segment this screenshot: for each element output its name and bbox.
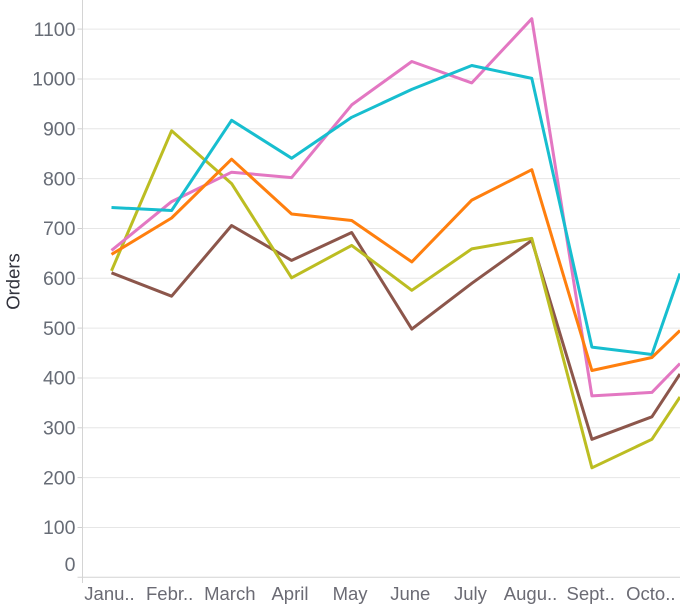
svg-text:900: 900 (43, 119, 76, 141)
svg-text:April: April (271, 583, 308, 604)
svg-text:800: 800 (43, 168, 76, 190)
svg-text:Sept..: Sept.. (567, 583, 615, 604)
svg-text:1100: 1100 (34, 19, 76, 41)
svg-text:Febr..: Febr.. (146, 583, 193, 604)
svg-text:400: 400 (43, 368, 76, 390)
svg-text:200: 200 (43, 467, 76, 489)
svg-text:July: July (454, 583, 488, 604)
svg-text:700: 700 (43, 218, 76, 240)
svg-text:1000: 1000 (32, 69, 76, 91)
svg-text:June: June (390, 583, 430, 604)
svg-text:Janu..: Janu.. (84, 583, 134, 604)
svg-text:300: 300 (43, 418, 76, 440)
svg-text:Orders: Orders (3, 253, 24, 310)
svg-text:500: 500 (43, 318, 76, 340)
svg-text:0: 0 (65, 554, 76, 576)
svg-text:May: May (333, 583, 369, 604)
svg-text:Augu..: Augu.. (504, 583, 558, 604)
svg-text:Octo..: Octo.. (626, 583, 675, 604)
svg-text:600: 600 (43, 268, 76, 290)
svg-text:100: 100 (43, 517, 76, 539)
svg-text:March: March (204, 583, 255, 604)
